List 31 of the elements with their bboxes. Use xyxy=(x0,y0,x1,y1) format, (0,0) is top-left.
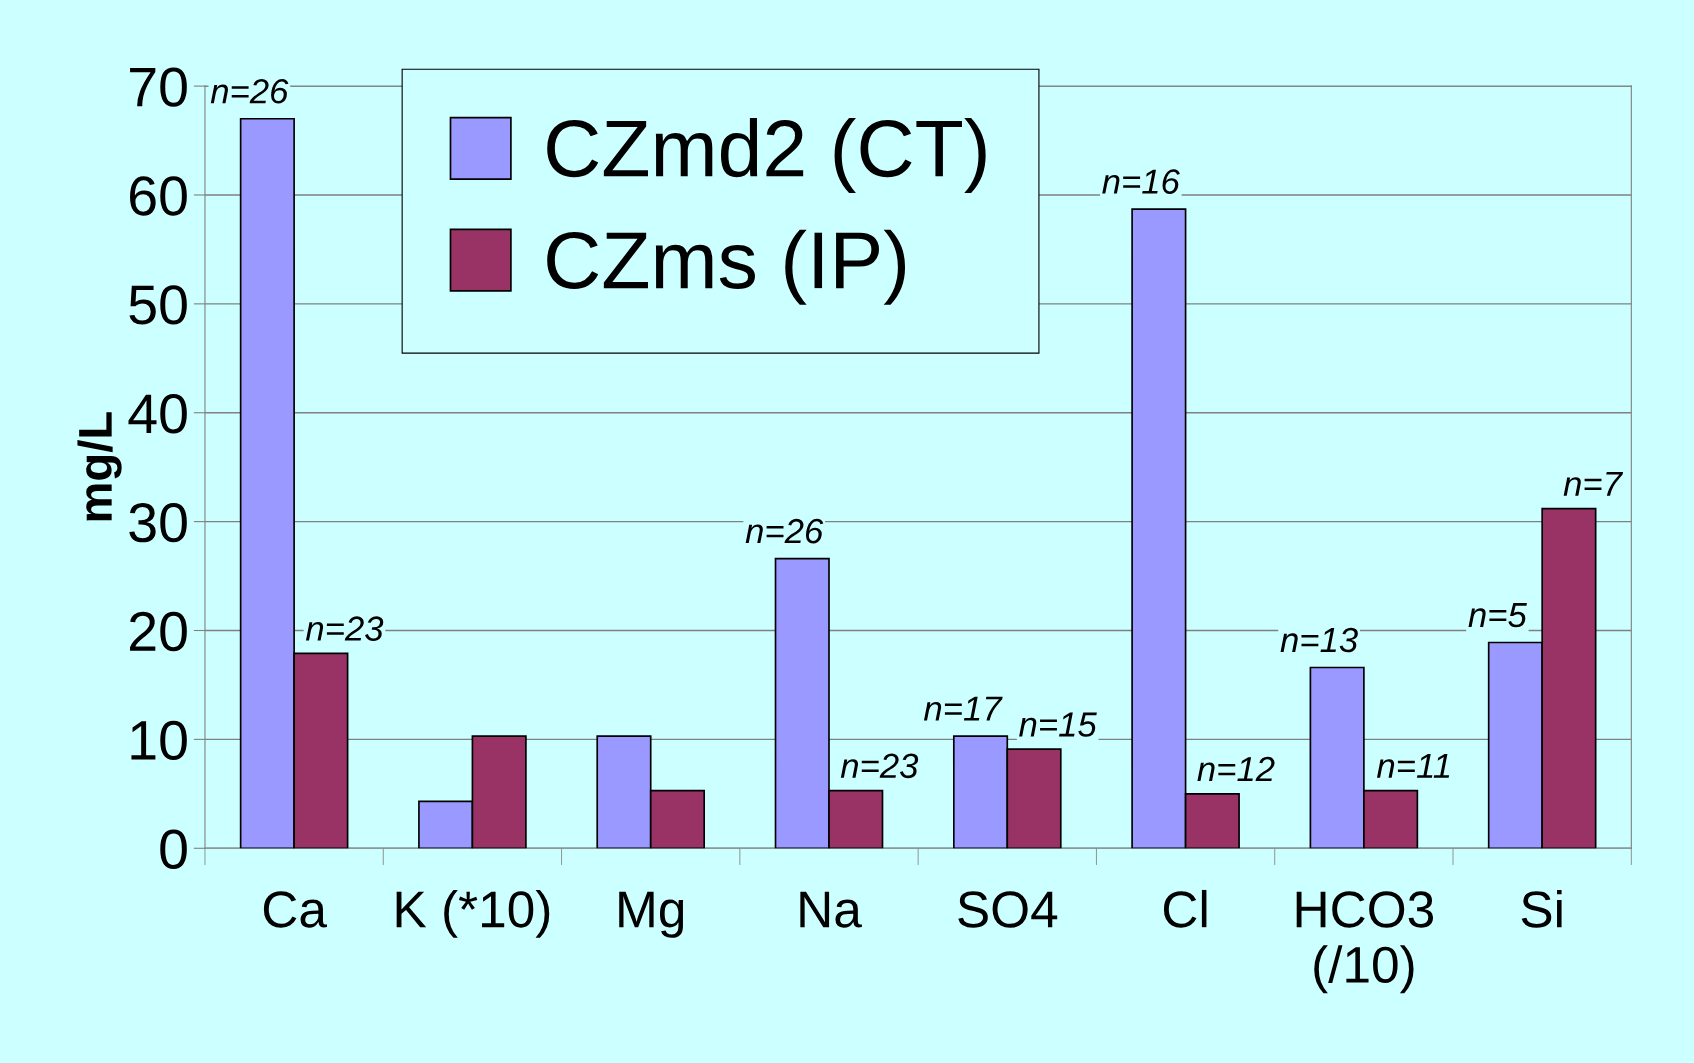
annotation: n=5 xyxy=(1468,603,1527,628)
annotation: n=12 xyxy=(1197,756,1275,782)
x-tick-label: Mg xyxy=(619,891,684,938)
legend-label: CZms (IP) xyxy=(547,229,906,305)
x-tick-label: Ca xyxy=(263,891,327,928)
y-tick-label: 10 xyxy=(131,720,187,761)
x-tick-label: HCO3 (/10) xyxy=(1296,891,1434,994)
x-tick-label: K (*10) xyxy=(396,889,550,938)
y-axis-title: mg/L xyxy=(77,412,122,521)
annotation: n=23 xyxy=(840,753,919,779)
y-tick-label: 50 xyxy=(129,285,187,325)
annotation: n=11 xyxy=(1376,753,1450,778)
y-tick-label: 40 xyxy=(128,394,187,434)
annotation: n=26 xyxy=(745,518,824,544)
x-tick-label: SO4 xyxy=(958,891,1058,928)
annotation: n=26 xyxy=(210,78,289,104)
y-tick-label: 20 xyxy=(130,611,187,652)
x-tick-label: Si xyxy=(1521,889,1562,928)
annotation: n=16 xyxy=(1102,169,1180,194)
x-tick-label: Na xyxy=(800,891,862,928)
y-tick-label: 30 xyxy=(129,502,187,543)
x-tick-label: Cl xyxy=(1163,889,1207,928)
annotation: n=15 xyxy=(1019,712,1097,737)
y-tick-label: 60 xyxy=(130,176,187,216)
annotation: n=13 xyxy=(1280,627,1358,653)
y-tick-label: 0 xyxy=(160,829,187,869)
annotation: n=23 xyxy=(305,616,384,641)
annotation: n=7 xyxy=(1563,471,1624,496)
legend-label: CZmd2 (CT) xyxy=(547,117,986,194)
y-tick-label: 70 xyxy=(130,67,187,107)
annotation: n=17 xyxy=(923,696,1003,721)
